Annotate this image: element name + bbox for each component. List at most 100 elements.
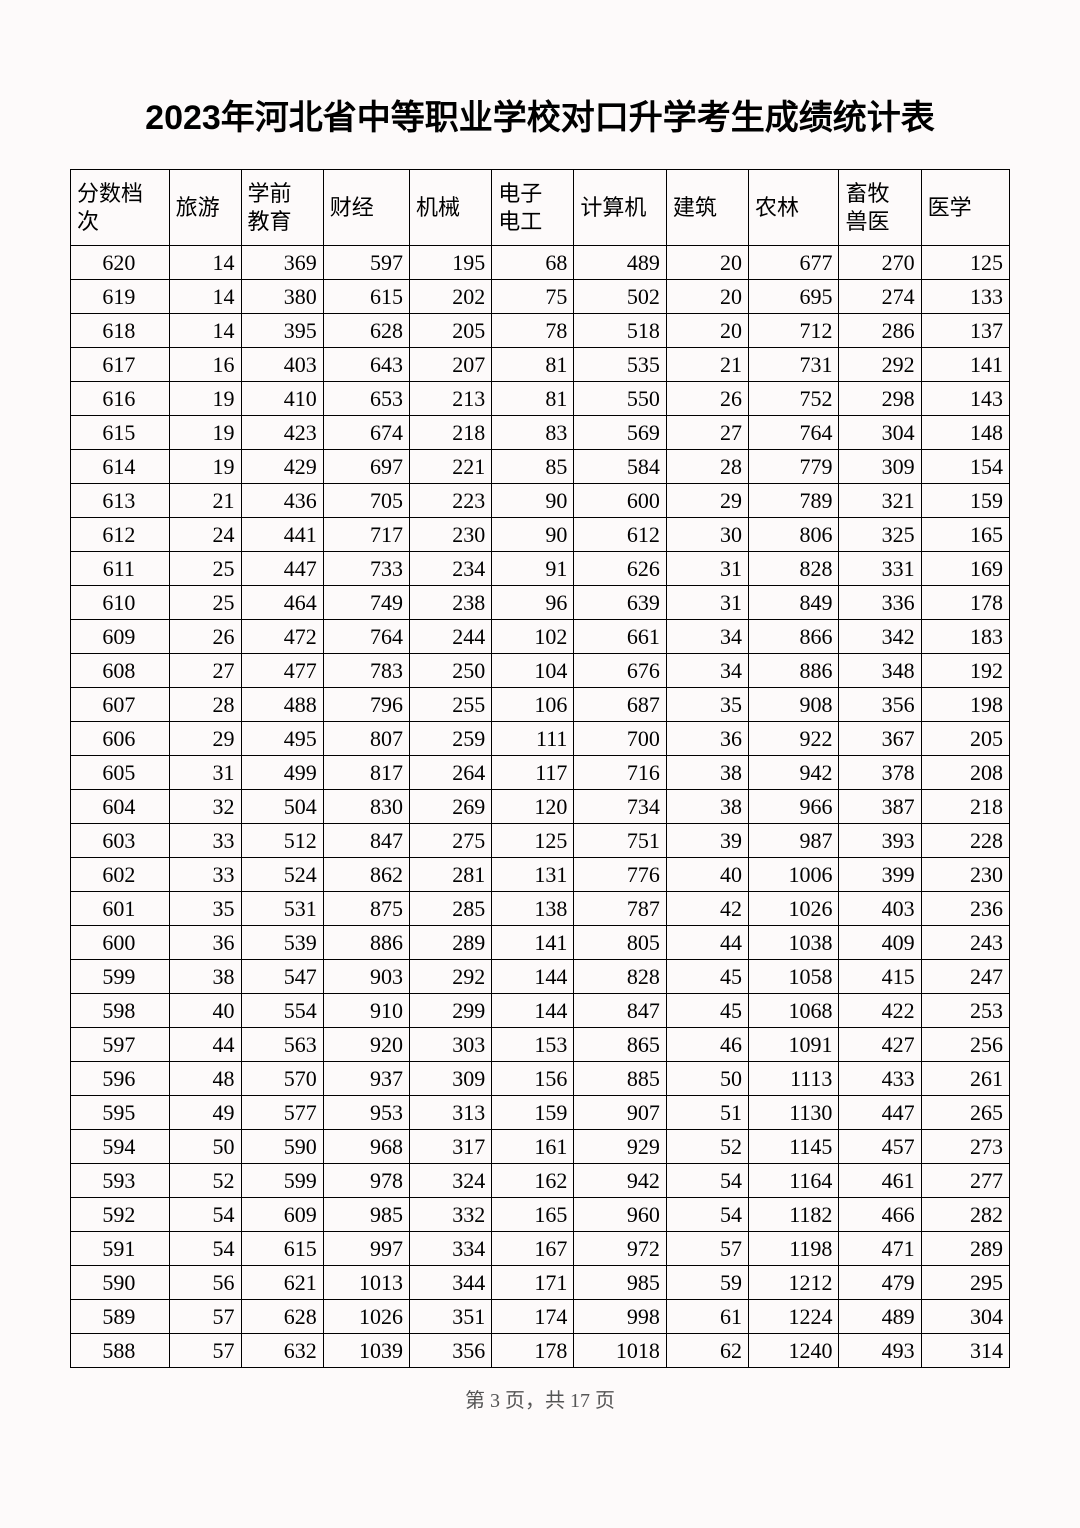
table-row: 6053149981726411771638942378208: [71, 756, 1010, 790]
value-cell: 828: [749, 552, 839, 586]
score-cell: 602: [71, 858, 170, 892]
value-cell: 309: [410, 1062, 492, 1096]
value-cell: 25: [169, 586, 241, 620]
score-cell: 600: [71, 926, 170, 960]
value-cell: 570: [241, 1062, 323, 1096]
value-cell: 52: [169, 1164, 241, 1198]
value-cell: 292: [410, 960, 492, 994]
value-cell: 1068: [749, 994, 839, 1028]
value-cell: 49: [169, 1096, 241, 1130]
value-cell: 202: [410, 280, 492, 314]
value-cell: 535: [574, 348, 666, 382]
value-cell: 351: [410, 1300, 492, 1334]
score-cell: 610: [71, 586, 170, 620]
value-cell: 387: [839, 790, 921, 824]
score-cell: 598: [71, 994, 170, 1028]
table-row: 6043250483026912073438966387218: [71, 790, 1010, 824]
value-cell: 847: [323, 824, 409, 858]
value-cell: 621: [241, 1266, 323, 1300]
table-row: 618143956282057851820712286137: [71, 314, 1010, 348]
value-cell: 90: [492, 518, 574, 552]
value-cell: 1039: [323, 1334, 409, 1368]
table-row: 613214367052239060029789321159: [71, 484, 1010, 518]
score-cell: 616: [71, 382, 170, 416]
value-cell: 717: [323, 518, 409, 552]
value-cell: 295: [921, 1266, 1009, 1300]
value-cell: 153: [492, 1028, 574, 1062]
score-cell: 601: [71, 892, 170, 926]
value-cell: 427: [839, 1028, 921, 1062]
value-cell: 27: [169, 654, 241, 688]
value-cell: 81: [492, 382, 574, 416]
value-cell: 255: [410, 688, 492, 722]
value-cell: 1164: [749, 1164, 839, 1198]
score-cell: 603: [71, 824, 170, 858]
value-cell: 653: [323, 382, 409, 416]
value-cell: 716: [574, 756, 666, 790]
value-cell: 44: [169, 1028, 241, 1062]
score-cell: 605: [71, 756, 170, 790]
value-cell: 886: [749, 654, 839, 688]
value-cell: 38: [666, 790, 748, 824]
value-cell: 169: [921, 552, 1009, 586]
value-cell: 228: [921, 824, 1009, 858]
value-cell: 584: [574, 450, 666, 484]
value-cell: 1113: [749, 1062, 839, 1096]
table-row: 617164036432078153521731292141: [71, 348, 1010, 382]
value-cell: 783: [323, 654, 409, 688]
value-cell: 247: [921, 960, 1009, 994]
value-cell: 292: [839, 348, 921, 382]
value-cell: 54: [666, 1198, 748, 1232]
value-cell: 34: [666, 654, 748, 688]
value-cell: 849: [749, 586, 839, 620]
value-cell: 378: [839, 756, 921, 790]
value-cell: 712: [749, 314, 839, 348]
value-cell: 57: [169, 1334, 241, 1368]
value-cell: 830: [323, 790, 409, 824]
value-cell: 29: [169, 722, 241, 756]
value-cell: 304: [921, 1300, 1009, 1334]
value-cell: 488: [241, 688, 323, 722]
value-cell: 590: [241, 1130, 323, 1164]
value-cell: 828: [574, 960, 666, 994]
value-cell: 569: [574, 416, 666, 450]
table-row: 615194236742188356927764304148: [71, 416, 1010, 450]
value-cell: 125: [492, 824, 574, 858]
table-row: 59154615997334167972571198471289: [71, 1232, 1010, 1266]
value-cell: 218: [921, 790, 1009, 824]
score-cell: 596: [71, 1062, 170, 1096]
value-cell: 447: [241, 552, 323, 586]
value-cell: 36: [666, 722, 748, 756]
value-cell: 325: [839, 518, 921, 552]
value-cell: 61: [666, 1300, 748, 1334]
table-row: 59549577953313159907511130447265: [71, 1096, 1010, 1130]
column-header: 财经: [323, 170, 409, 246]
score-cell: 619: [71, 280, 170, 314]
value-cell: 148: [921, 416, 1009, 450]
table-row: 6092647276424410266134866342183: [71, 620, 1010, 654]
value-cell: 230: [410, 518, 492, 552]
value-cell: 39: [666, 824, 748, 858]
value-cell: 1026: [323, 1300, 409, 1334]
value-cell: 144: [492, 960, 574, 994]
value-cell: 700: [574, 722, 666, 756]
value-cell: 978: [323, 1164, 409, 1198]
value-cell: 344: [410, 1266, 492, 1300]
value-cell: 31: [169, 756, 241, 790]
value-cell: 178: [921, 586, 1009, 620]
value-cell: 1013: [323, 1266, 409, 1300]
value-cell: 120: [492, 790, 574, 824]
value-cell: 677: [749, 246, 839, 280]
value-cell: 847: [574, 994, 666, 1028]
value-cell: 403: [241, 348, 323, 382]
value-cell: 752: [749, 382, 839, 416]
value-cell: 40: [169, 994, 241, 1028]
value-cell: 968: [323, 1130, 409, 1164]
score-cell: 612: [71, 518, 170, 552]
value-cell: 91: [492, 552, 574, 586]
score-cell: 599: [71, 960, 170, 994]
column-header: 机械: [410, 170, 492, 246]
value-cell: 133: [921, 280, 1009, 314]
column-header: 学前教育: [241, 170, 323, 246]
value-cell: 20: [666, 280, 748, 314]
